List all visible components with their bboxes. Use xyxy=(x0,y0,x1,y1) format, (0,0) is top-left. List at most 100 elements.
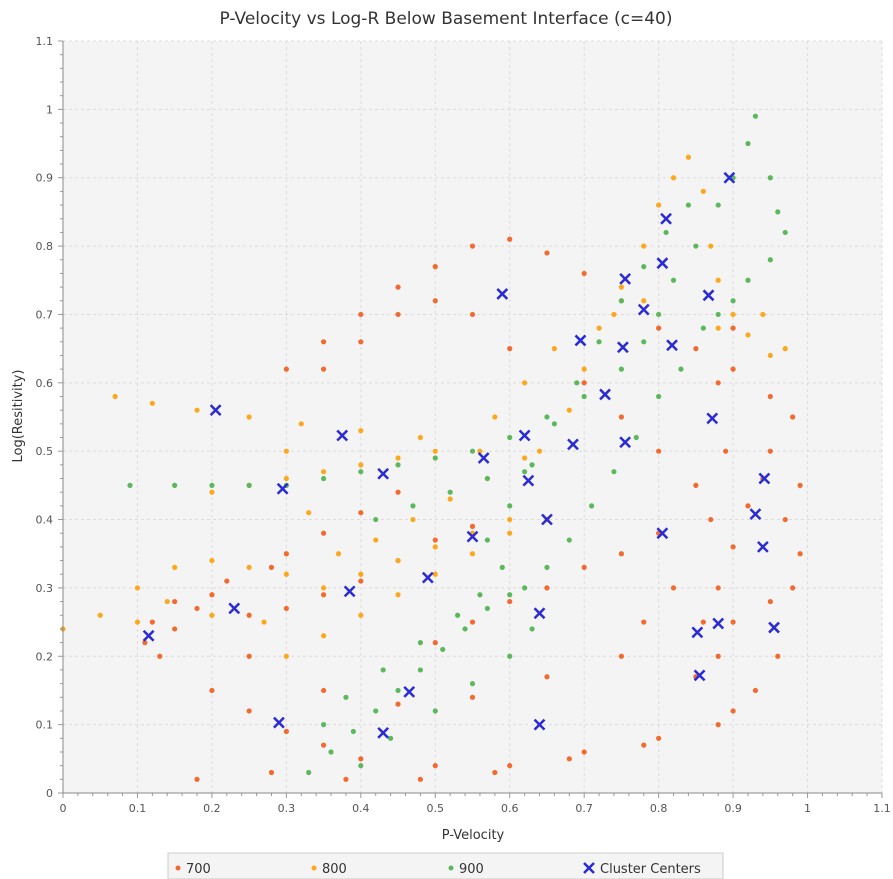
point-900 xyxy=(440,646,446,653)
point-900 xyxy=(581,393,587,400)
x-axis-label: P-Velocity xyxy=(442,828,505,843)
point-900 xyxy=(522,585,528,591)
cluster-center xyxy=(377,467,390,480)
point-900 xyxy=(358,763,364,769)
point-700 xyxy=(224,578,230,584)
point-700 xyxy=(767,598,773,605)
point-800 xyxy=(306,510,312,516)
point-700 xyxy=(395,489,401,495)
chart-title: P-Velocity vs Log-R Below Basement Inter… xyxy=(220,9,673,29)
point-900 xyxy=(618,366,625,372)
point-700 xyxy=(432,264,438,270)
point-700 xyxy=(723,448,729,454)
point-700 xyxy=(283,728,289,735)
point-900 xyxy=(507,503,513,509)
point-900 xyxy=(432,455,438,461)
point-800 xyxy=(320,469,327,475)
point-800 xyxy=(782,346,788,352)
cluster-center xyxy=(343,585,356,598)
point-700 xyxy=(469,243,476,249)
point-700 xyxy=(507,598,513,605)
cluster-center xyxy=(712,617,725,630)
point-700 xyxy=(618,551,625,557)
cluster-center xyxy=(273,716,285,729)
point-900 xyxy=(685,202,692,208)
point-700 xyxy=(544,585,550,591)
point-800 xyxy=(246,414,252,420)
point-700 xyxy=(358,578,364,584)
point-700 xyxy=(767,448,773,454)
point-900 xyxy=(782,229,788,236)
point-800 xyxy=(410,516,416,523)
cluster-center xyxy=(477,452,490,464)
cluster-center xyxy=(706,412,719,425)
point-900 xyxy=(507,592,513,598)
point-800 xyxy=(745,332,751,338)
point-900 xyxy=(730,298,736,304)
point-900 xyxy=(209,482,215,488)
point-900 xyxy=(752,113,759,119)
cluster-center xyxy=(617,341,629,354)
y-tick-label: 0.1 xyxy=(36,719,54,732)
point-800 xyxy=(522,455,528,461)
series-900 xyxy=(127,113,788,776)
point-900 xyxy=(172,482,178,488)
point-800 xyxy=(767,352,773,359)
point-700 xyxy=(469,694,476,700)
point-800 xyxy=(298,421,304,427)
cluster-center xyxy=(209,404,222,417)
point-700 xyxy=(320,366,327,372)
x-tick-label: 0.6 xyxy=(501,802,519,815)
x-tick-label: 0.4 xyxy=(352,802,370,815)
point-900 xyxy=(693,243,699,249)
y-tick-label: 1 xyxy=(46,103,53,116)
point-700 xyxy=(246,708,252,714)
point-700 xyxy=(320,339,327,345)
point-700 xyxy=(581,380,587,386)
legend-swatch-800 xyxy=(311,865,317,871)
point-800 xyxy=(715,277,721,283)
point-800 xyxy=(112,393,118,400)
cluster-center xyxy=(377,726,390,739)
point-900 xyxy=(641,264,647,270)
point-900 xyxy=(455,612,461,618)
point-800 xyxy=(670,175,677,181)
point-700 xyxy=(730,708,736,714)
point-700 xyxy=(752,687,759,694)
point-800 xyxy=(536,448,543,454)
legend-swatch-700 xyxy=(175,865,181,871)
point-800 xyxy=(395,592,401,598)
point-700 xyxy=(507,346,513,352)
point-800 xyxy=(685,154,692,160)
point-900 xyxy=(745,277,751,283)
point-900 xyxy=(551,421,558,427)
point-700 xyxy=(790,414,796,420)
point-700 xyxy=(268,564,275,571)
point-900 xyxy=(462,626,468,632)
point-900 xyxy=(395,687,401,694)
point-900 xyxy=(484,605,490,612)
point-700 xyxy=(581,270,587,277)
point-800 xyxy=(618,284,625,290)
x-tick-label: 0.1 xyxy=(129,802,147,815)
series-700 xyxy=(142,236,803,782)
point-900 xyxy=(507,653,513,659)
point-700 xyxy=(172,626,178,632)
point-900 xyxy=(373,708,379,714)
point-800 xyxy=(447,496,453,502)
cluster-center xyxy=(574,334,587,347)
point-800 xyxy=(97,612,103,618)
point-900 xyxy=(469,681,476,687)
x-tick-label: 0.2 xyxy=(203,802,221,815)
point-700 xyxy=(581,749,587,755)
point-700 xyxy=(730,544,736,550)
point-900 xyxy=(395,462,401,468)
point-900 xyxy=(522,469,528,475)
cluster-center xyxy=(567,438,579,451)
point-900 xyxy=(127,482,133,488)
point-900 xyxy=(544,564,550,571)
cluster-center xyxy=(723,171,736,184)
point-700 xyxy=(209,687,215,694)
point-800 xyxy=(320,633,327,639)
